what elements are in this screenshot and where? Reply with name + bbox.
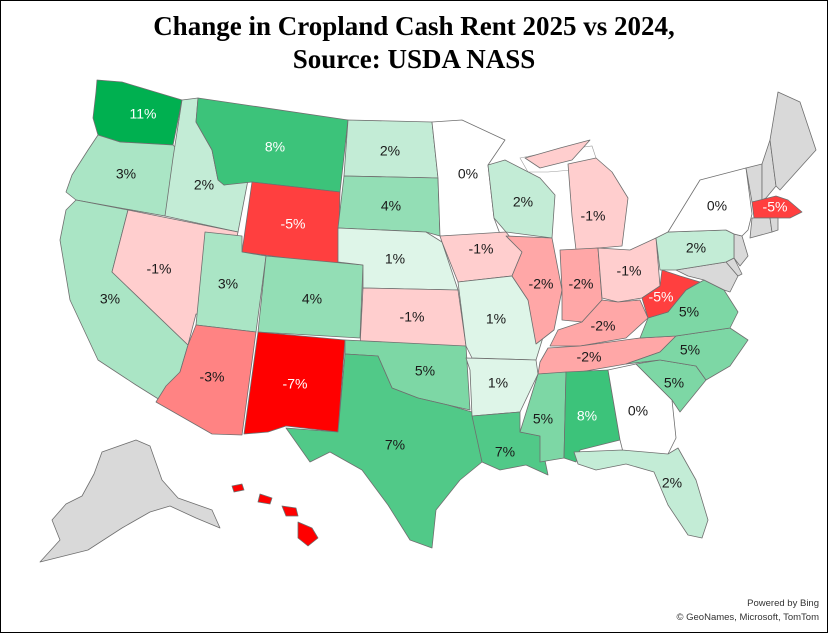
state-hi[interactable] — [297, 521, 319, 547]
state-me[interactable] — [769, 91, 817, 191]
label-sd: 4% — [381, 198, 401, 214]
label-wa: 11% — [130, 106, 157, 122]
label-in: -2% — [569, 276, 594, 292]
state-labels: 11% 3% 3% 2% -1% 8% -5% 3% -3% 4% -7% 2%… — [100, 106, 788, 491]
state-tx[interactable] — [285, 353, 483, 549]
label-tx: 7% — [385, 437, 405, 453]
label-mt: 8% — [265, 139, 285, 155]
state-az[interactable] — [155, 324, 257, 436]
label-ok: 5% — [415, 363, 435, 379]
label-az: -3% — [200, 369, 225, 385]
label-ne: 1% — [385, 251, 405, 267]
state-wv[interactable] — [641, 269, 701, 319]
label-ma: -5% — [763, 199, 788, 215]
state-wi[interactable] — [487, 159, 556, 239]
state-mt[interactable] — [195, 97, 349, 193]
attribution-powered-by: Powered by Bing — [747, 598, 819, 609]
label-pa: 2% — [686, 240, 706, 256]
label-il: -2% — [529, 276, 554, 292]
state-hi-oahu[interactable] — [231, 483, 245, 493]
state-hi-molokai[interactable] — [257, 493, 273, 505]
label-ks: -1% — [400, 309, 425, 325]
label-ky: -2% — [591, 318, 616, 334]
label-la: 7% — [495, 444, 515, 460]
label-ia: -1% — [469, 241, 494, 257]
attribution-sources: © GeoNames, Microsoft, TomTom — [676, 612, 820, 623]
state-nj[interactable] — [733, 233, 749, 267]
label-ny: 0% — [707, 198, 727, 214]
label-wy: -5% — [281, 216, 306, 232]
state-fl[interactable] — [573, 447, 709, 539]
state-hi-group — [231, 483, 319, 547]
state-co[interactable] — [257, 255, 364, 339]
state-or[interactable] — [65, 134, 181, 217]
title-line-1: Change in Cropland Cash Rent 2025 vs 202… — [153, 11, 675, 41]
title-line-2: Source: USDA NASS — [292, 44, 536, 74]
label-ca: 3% — [100, 291, 120, 307]
label-nm: -7% — [283, 376, 308, 392]
label-oh: -1% — [617, 263, 642, 279]
state-sd[interactable] — [337, 175, 441, 237]
label-nd: 2% — [380, 143, 400, 159]
state-ak[interactable] — [39, 439, 221, 563]
label-tn: -2% — [577, 349, 602, 365]
label-al: 8% — [577, 408, 597, 424]
label-ms: 5% — [533, 411, 553, 427]
label-nc: 5% — [680, 342, 700, 358]
label-ut: 3% — [218, 276, 238, 292]
chart-title: Change in Cropland Cash Rent 2025 vs 202… — [0, 10, 828, 76]
state-mi[interactable] — [524, 139, 629, 251]
label-mn: 0% — [458, 166, 478, 182]
label-wv: -5% — [649, 289, 674, 305]
state-la[interactable] — [471, 411, 549, 476]
label-or: 3% — [116, 166, 136, 182]
state-ky[interactable] — [549, 299, 649, 347]
label-ga: 0% — [628, 403, 648, 419]
label-co: 4% — [302, 291, 322, 307]
state-il[interactable] — [505, 235, 563, 345]
label-va: 5% — [679, 304, 699, 320]
state-ny[interactable] — [667, 167, 753, 237]
label-ar: 1% — [488, 375, 508, 391]
label-id: 2% — [194, 177, 214, 193]
label-mi: -1% — [581, 208, 606, 224]
state-hi-maui[interactable] — [281, 505, 299, 517]
state-nc[interactable] — [625, 327, 749, 381]
label-nv: -1% — [147, 261, 172, 277]
label-fl: 2% — [662, 475, 682, 491]
state-nh[interactable] — [761, 139, 777, 201]
label-wi: 2% — [513, 194, 533, 210]
label-sc: 5% — [664, 375, 684, 391]
state-ri[interactable] — [769, 217, 779, 233]
label-mo: 1% — [486, 311, 506, 327]
state-ct[interactable] — [749, 217, 773, 239]
